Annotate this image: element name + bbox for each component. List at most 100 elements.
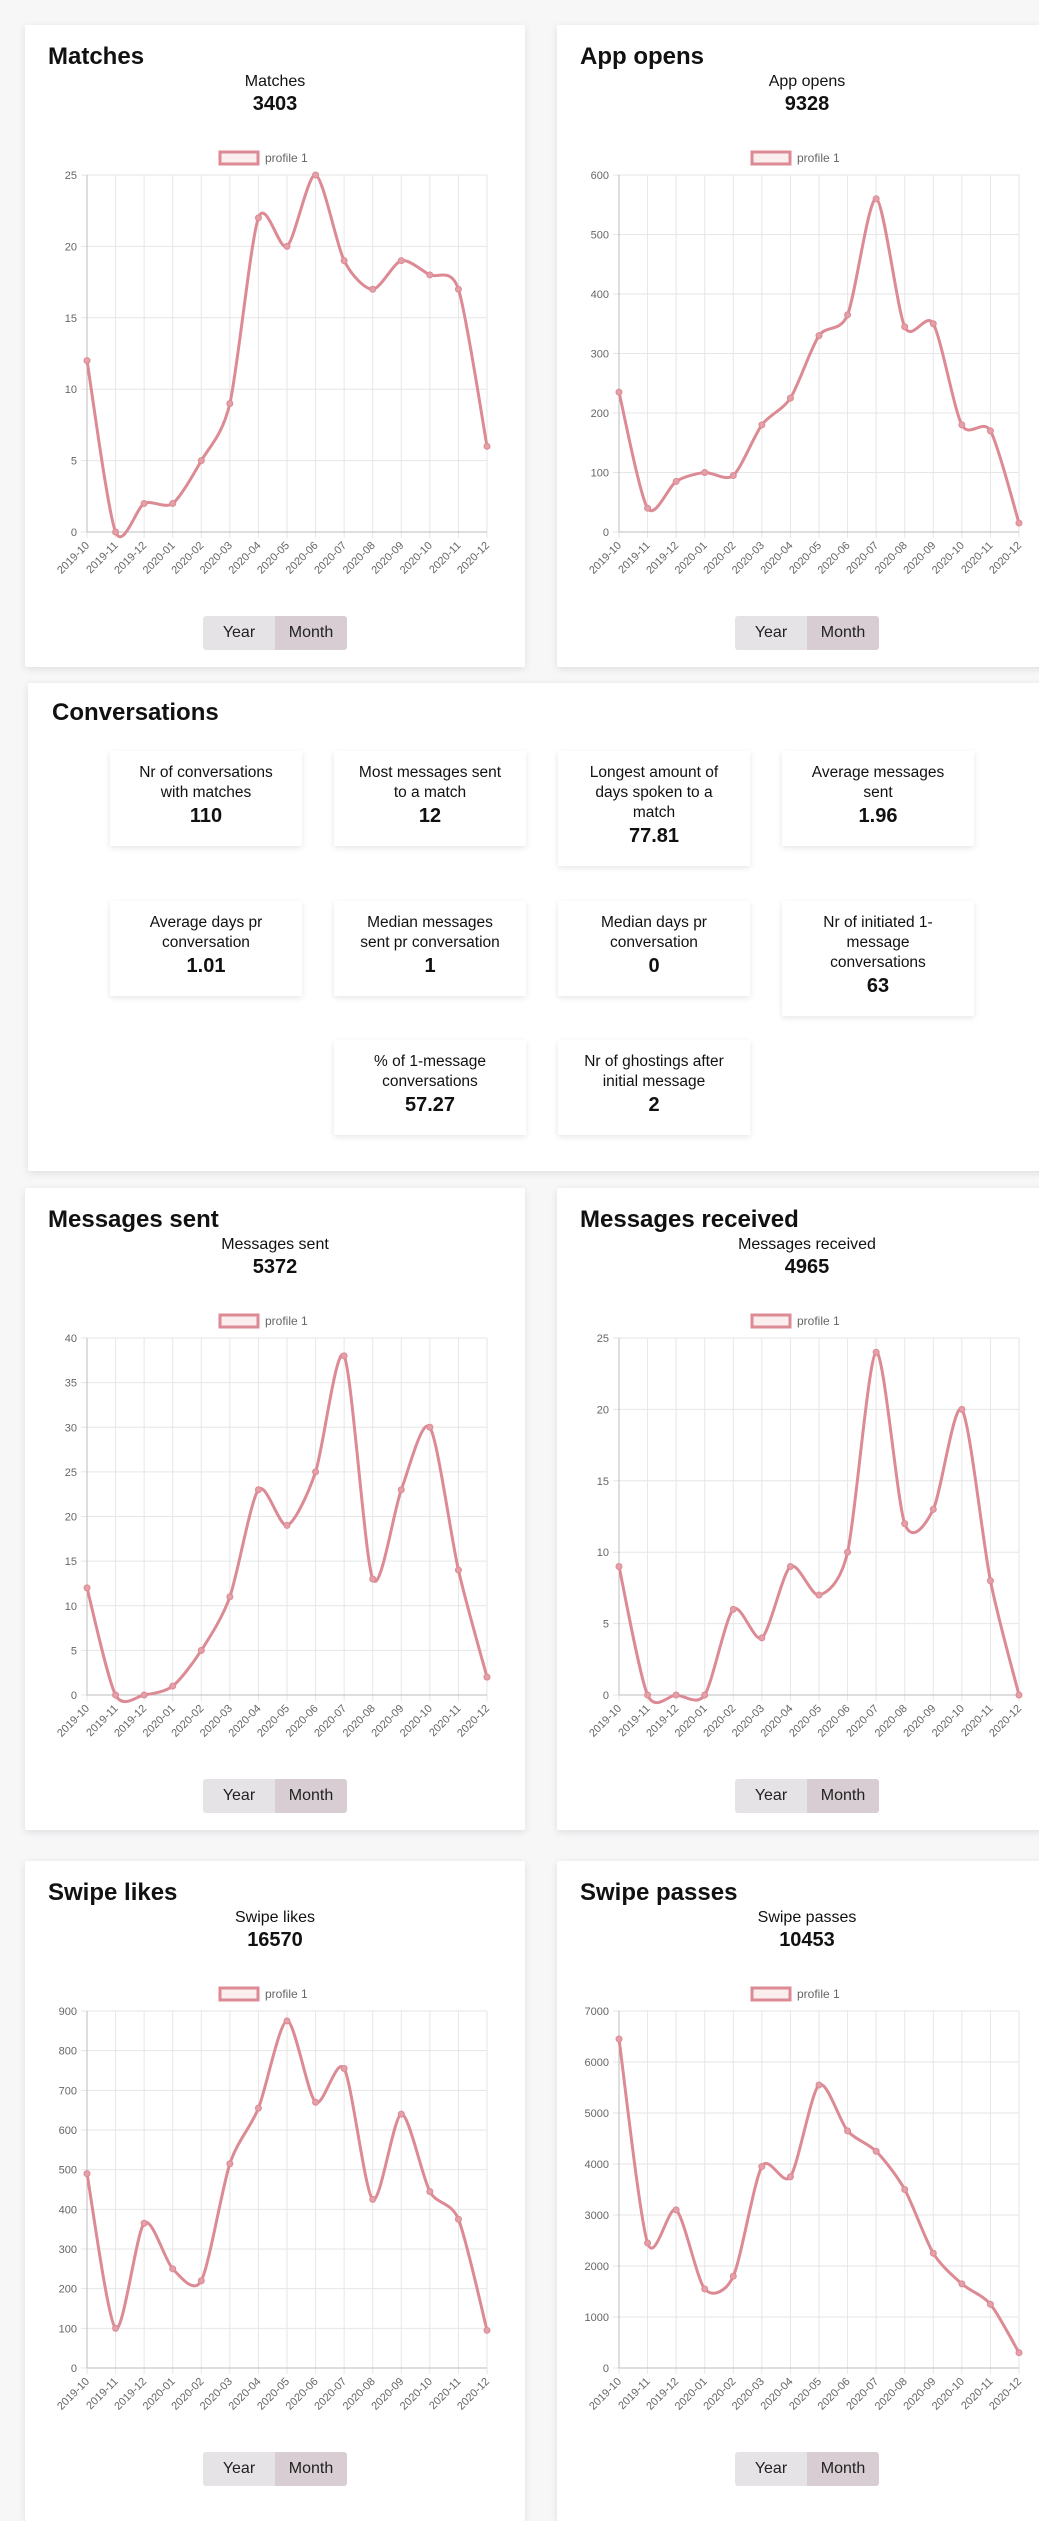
data-point [369,2195,377,2203]
y-tick-label: 20 [597,1404,609,1416]
data-point [283,242,291,250]
year-button[interactable]: Year [735,1779,807,1813]
legend-swatch [218,150,260,166]
data-point [701,469,709,476]
data-point [483,442,491,450]
y-tick-label: 100 [59,2323,77,2335]
month-button[interactable]: Month [807,616,879,650]
data-point [786,1562,794,1570]
stat-box: Median days pr conversation 0 [558,901,750,996]
stat-value: 16570 [247,1929,303,1951]
y-tick-label: 40 [65,1333,77,1345]
data-point [786,2173,794,2181]
data-point [929,320,937,328]
y-tick-label: 20 [65,1512,77,1524]
chart-legend: profile 1 [218,150,308,166]
data-point [615,388,623,396]
y-tick-label: 25 [65,1467,77,1479]
data-point [112,1691,120,1699]
data-point [929,1505,937,1513]
data-point [844,2127,852,2135]
y-tick-label: 5 [71,456,77,468]
stat-box: Average days pr conversation 1.01 [110,901,302,996]
data-point [369,285,377,293]
stat-box-label: Most messages sent to a match [358,764,502,801]
data-point [197,1646,205,1654]
messages-sent-card: Messages sent Messages sent 5372 profile… [25,1188,525,1830]
data-point [312,2098,320,2106]
stat-label: Messages received [738,1236,876,1253]
card-title: Swipe likes [48,1879,178,1906]
data-point [901,323,909,331]
year-button[interactable]: Year [203,1779,275,1813]
data-point [140,499,148,507]
data-point [672,2206,680,2214]
y-tick-label: 5000 [585,2108,609,2120]
year-button[interactable]: Year [735,2452,807,2486]
legend-swatch [750,1313,792,1329]
data-point [644,504,652,512]
stat-label: App opens [768,73,846,90]
stat-box-label: Average days pr conversation [149,914,263,951]
y-tick-label: 500 [591,230,609,242]
legend-label: profile 1 [797,1314,840,1328]
data-point [786,394,794,402]
data-point [729,1605,737,1613]
legend-label: profile 1 [265,1987,308,2001]
month-button[interactable]: Month [275,2452,347,2486]
stat-box-label: Nr of conversations with matches [139,764,273,801]
card-title: App opens [580,43,704,70]
chart-legend: profile 1 [750,1313,840,1329]
data-point [844,1548,852,1556]
y-tick-label: 200 [591,408,609,420]
data-point [758,1634,766,1642]
data-point [340,2065,348,2073]
month-button[interactable]: Month [807,2452,879,2486]
swipe-likes-card: Swipe likes Swipe likes 16570 profile 1 0… [25,1861,525,2521]
y-tick-label: 0 [71,527,77,539]
swipe-likes-chart: profile 10100200300400500600700800900201… [55,1986,492,2413]
data-point [83,2170,91,2178]
data-point [454,1566,462,1574]
messages-received-card: Messages received Messages received 4965… [557,1188,1039,1830]
y-tick-label: 20 [65,241,77,253]
matches-card: Matches Matches 3403 profile 1 0 5 10 15 20 25… [25,25,525,667]
card-title: Matches [48,43,145,70]
messages-sent-chart: profile 105101520253035402019-102019-112… [55,1313,492,1740]
y-tick-label: 5 [603,1619,609,1631]
stat-box-label: Longest amount of days spoken to a match [589,764,719,821]
year-button[interactable]: Year [735,616,807,650]
x-tick-label: 2020-12 [455,2376,492,2413]
year-button[interactable]: Year [203,616,275,650]
stat-box-label: Nr of ghostings after initial message [584,1053,724,1090]
chart-legend: profile 1 [218,1313,308,1329]
y-tick-label: 25 [597,1333,609,1345]
swipe-passes-chart: profile 1 0 1000 2000 3000 4000 5000 6000 7000 20… [585,1986,1024,2413]
stat-box-value: 77.81 [628,825,680,847]
stat-label: Matches [244,73,306,90]
data-point [426,271,434,279]
data-point [397,1486,405,1494]
data-point [672,477,680,485]
stat-box-label: Average messages sent [811,764,945,801]
data-point [958,421,966,429]
y-tick-label: 700 [59,2085,77,2097]
data-point [254,1486,262,1494]
month-button[interactable]: Month [807,1779,879,1813]
card-title: Swipe passes [580,1879,738,1906]
data-point [615,2035,623,2043]
y-tick-label: 100 [591,468,609,480]
month-button[interactable]: Month [275,1779,347,1813]
stat-box: Average messages sent 1.96 [782,751,974,846]
y-tick-label: 300 [59,2244,77,2256]
data-point [254,214,262,222]
data-point [426,2187,434,2195]
data-point [283,1521,291,1529]
data-point [397,2110,405,2118]
legend-label: profile 1 [797,1987,840,2001]
conversations-card: Conversations Nr of conversations with m… [28,683,1039,1171]
y-tick-label: 900 [59,2006,77,2018]
data-point [340,257,348,265]
year-button[interactable]: Year [203,2452,275,2486]
month-button[interactable]: Month [275,616,347,650]
